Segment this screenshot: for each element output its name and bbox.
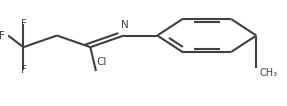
Text: F: F [0, 31, 5, 40]
Text: F: F [20, 19, 26, 29]
Text: F: F [20, 65, 26, 75]
Text: N: N [121, 20, 129, 30]
Text: CH₃: CH₃ [259, 68, 277, 78]
Text: Cl: Cl [96, 57, 107, 67]
